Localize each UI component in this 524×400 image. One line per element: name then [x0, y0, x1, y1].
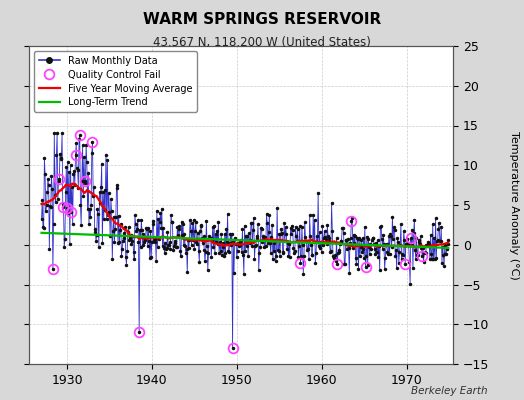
Text: 43.567 N, 118.200 W (United States): 43.567 N, 118.200 W (United States): [153, 36, 371, 49]
Text: Berkeley Earth: Berkeley Earth: [411, 386, 487, 396]
Y-axis label: Temperature Anomaly (°C): Temperature Anomaly (°C): [509, 131, 519, 279]
Legend: Raw Monthly Data, Quality Control Fail, Five Year Moving Average, Long-Term Tren: Raw Monthly Data, Quality Control Fail, …: [34, 51, 197, 112]
Text: WARM SPRINGS RESERVOIR: WARM SPRINGS RESERVOIR: [143, 12, 381, 27]
